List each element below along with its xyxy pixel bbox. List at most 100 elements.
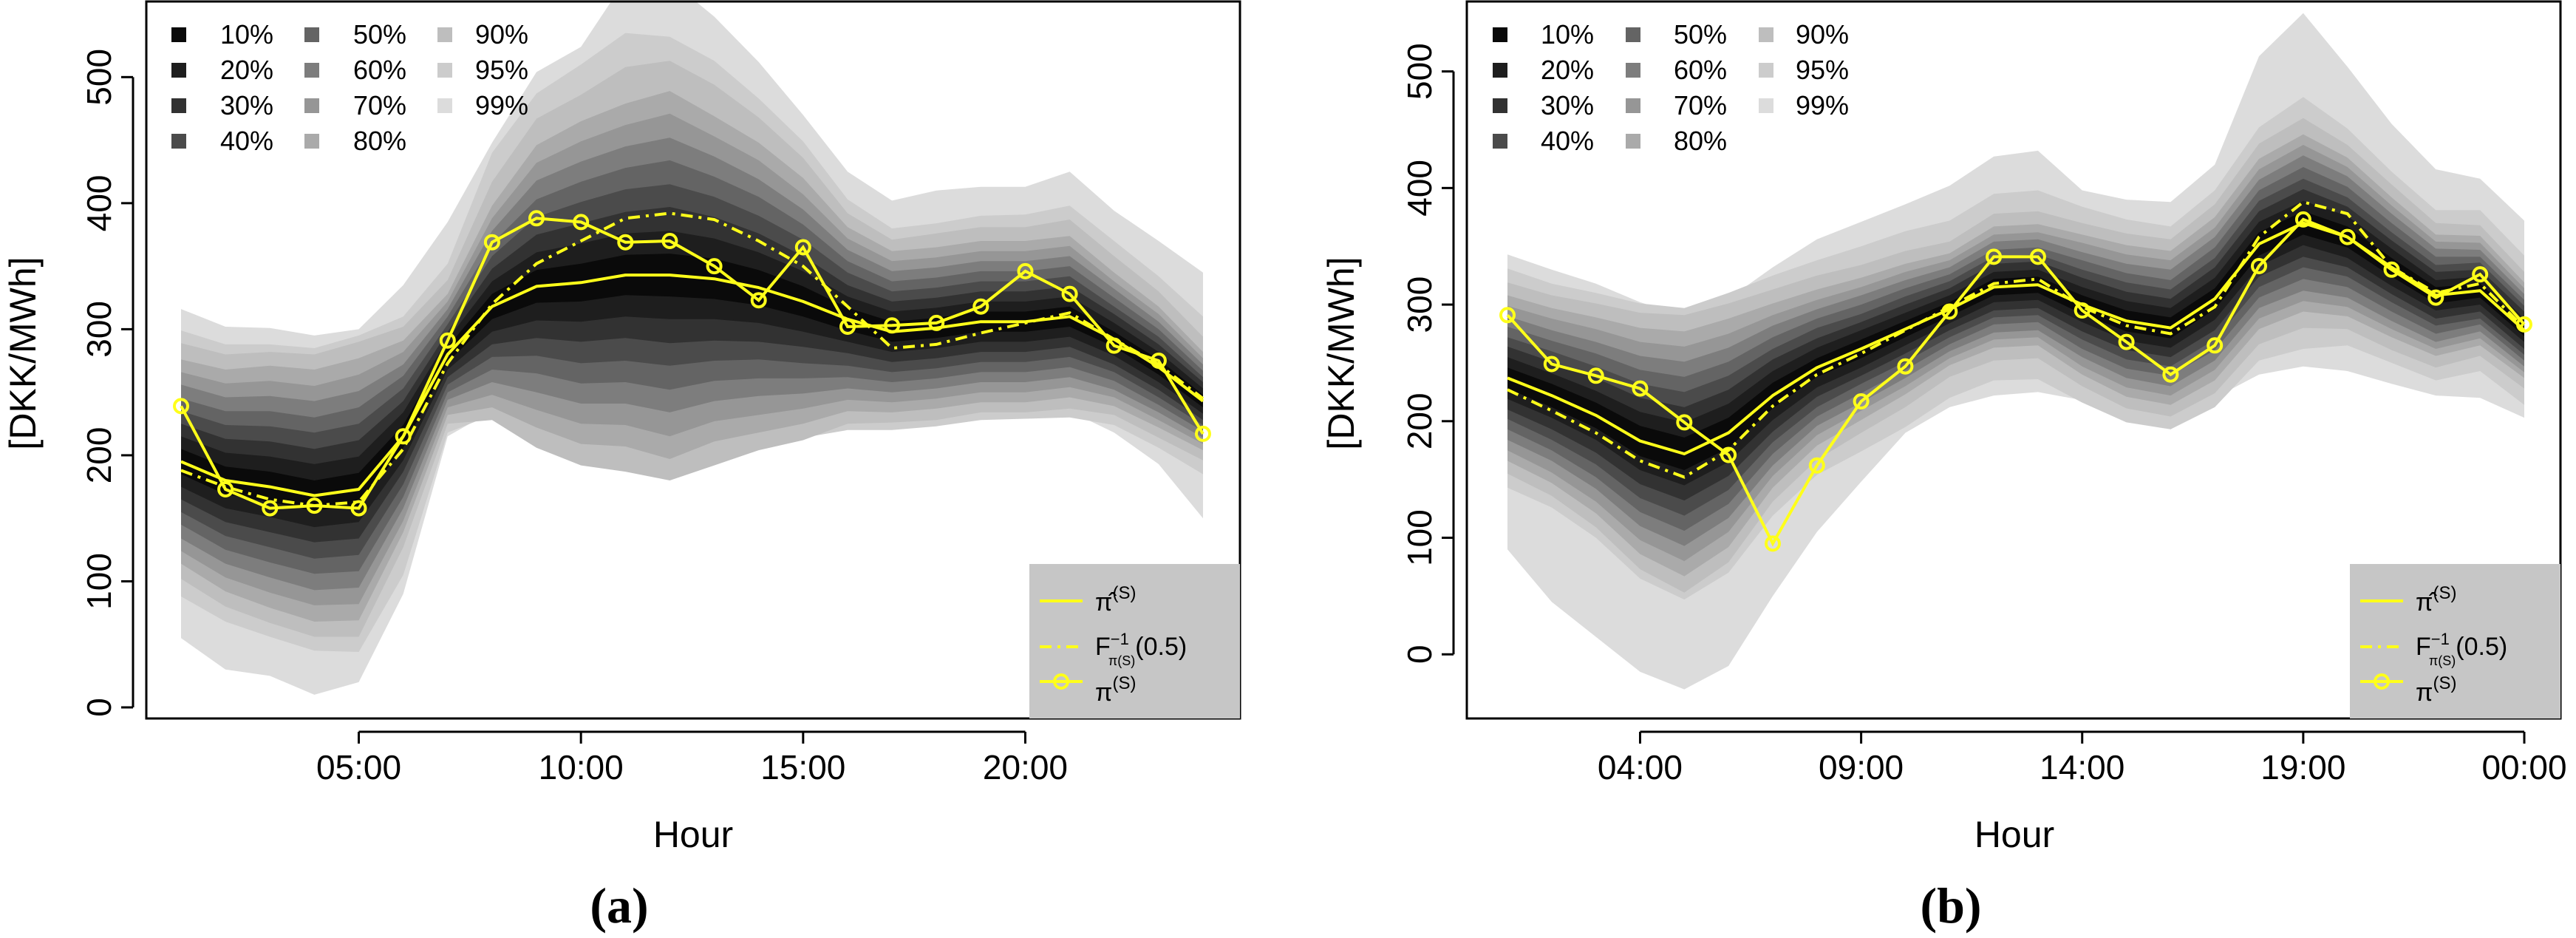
a-line-legend: π̂(S) F−1 π(S)(0.5) π(S) — [1029, 564, 1240, 718]
a-actual-point — [1195, 425, 1211, 442]
b-legend-label-99: 99% — [1796, 90, 1849, 120]
a-y-tick-label: 0 — [80, 698, 118, 717]
a-x-tick-label: 10:00 — [539, 748, 624, 786]
b-x-tick-label: 19:00 — [2260, 748, 2345, 786]
a-xlabel: Hour — [653, 814, 733, 855]
a-y-tick-label: 200 — [80, 427, 118, 484]
a-actual-point — [573, 214, 590, 231]
a-line-legend-box — [1029, 564, 1240, 718]
a-plot-frame — [145, 0, 1241, 720]
b-legend-swatch-30 — [1493, 98, 1507, 113]
b-actual-point — [2074, 302, 2091, 319]
a-legend-swatch-30 — [171, 98, 186, 113]
b-y-tick-label: 200 — [1400, 392, 1439, 449]
a-y-tick-label: 400 — [80, 174, 118, 231]
a-y-tick-label: 500 — [80, 49, 118, 106]
a-actual-point — [617, 234, 634, 251]
a-x-tick-label: 15:00 — [760, 748, 845, 786]
a-legend-label-50: 50% — [353, 19, 406, 50]
b-median-line — [1507, 200, 2526, 479]
a-actual-point — [839, 319, 856, 335]
b-legend-label-95: 95% — [1796, 55, 1849, 85]
b-legend-label-20: 20% — [1541, 55, 1594, 85]
a-actual-point — [1150, 353, 1167, 369]
b-actual-point — [2118, 333, 2135, 350]
a-actual-point — [1061, 285, 1078, 302]
b-legend-label-median: F−1 π(S)(0.5) — [2416, 630, 2507, 668]
b-y-tick-label: 400 — [1400, 160, 1439, 217]
a-legend-marker-actual — [1053, 673, 1069, 690]
a-legend-swatch-95 — [437, 63, 452, 78]
b-ylabel: [DKK/MWh] — [1321, 256, 1362, 449]
a-legend-label-10: 10% — [220, 19, 273, 50]
a-y-tick-label: 300 — [80, 301, 118, 358]
a-actual-point — [483, 234, 500, 251]
a-legend-label-70: 70% — [353, 90, 406, 120]
b-actual-point — [2472, 266, 2489, 283]
b-actual-point — [1941, 303, 1958, 320]
b-legend-swatch-90 — [1759, 27, 1773, 42]
a-actual-point — [1105, 337, 1122, 354]
a-actual-point — [439, 332, 456, 349]
b-actual-point — [2294, 211, 2311, 228]
b-actual-point — [2383, 261, 2400, 278]
b-legend-swatch-20 — [1493, 63, 1507, 78]
a-legend-swatch-20 — [171, 63, 186, 78]
b-actual-point — [1587, 367, 1604, 384]
a-actual-point — [750, 292, 767, 309]
b-legend-label-50: 50% — [1674, 19, 1727, 50]
b-line-legend: π̂(S) F−1 π(S)(0.5) π(S) — [2350, 564, 2560, 718]
b-legend-swatch-40 — [1493, 134, 1507, 149]
b-actual-point — [1986, 248, 2003, 265]
b-legend-label-90: 90% — [1796, 19, 1849, 50]
b-line-legend-box — [2350, 564, 2560, 718]
b-actual-point — [1853, 393, 1870, 409]
b-actual-point — [1808, 457, 1825, 474]
b-legend-label-actual: π(S) — [2416, 673, 2456, 707]
b-actual-point — [1676, 414, 1693, 431]
a-legend-label-90: 90% — [475, 19, 528, 50]
a-legend-swatch-80 — [304, 134, 319, 149]
b-actual-point — [1632, 380, 1649, 397]
a-x-tick-label: 05:00 — [316, 748, 401, 786]
b-actual-point — [2251, 258, 2267, 274]
b-y-tick-label: 100 — [1400, 509, 1439, 566]
b-quantile-bands — [1507, 13, 2524, 690]
b-legend-label-80: 80% — [1674, 126, 1727, 156]
b-actual-point — [2427, 289, 2444, 306]
a-panel-label: (a) — [590, 877, 648, 934]
a-y-tick-label: 100 — [80, 553, 118, 610]
b-legend-swatch-99 — [1759, 98, 1773, 113]
a-legend-label-80: 80% — [353, 126, 406, 156]
a-actual-point — [706, 258, 723, 275]
b-axes: 0 100 200 300 400 500 04:00 09:00 14:00 19:00 00:0… — [1400, 43, 2567, 786]
a-point-forecast-line — [180, 273, 1204, 497]
b-actual-point — [2207, 337, 2224, 354]
a-legend-label-60: 60% — [353, 55, 406, 85]
a-legend-swatch-10 — [171, 27, 186, 42]
b-legend-swatch-50 — [1626, 27, 1640, 42]
a-legend-swatch-40 — [171, 134, 186, 149]
b-actual-point — [1720, 446, 1737, 463]
a-legend-label-95: 95% — [475, 55, 528, 85]
b-legend-label-60: 60% — [1674, 55, 1727, 85]
a-legend-label-40: 40% — [220, 126, 273, 156]
b-legend-label-30: 30% — [1541, 90, 1594, 120]
b-xlabel: Hour — [1974, 814, 2054, 855]
b-legend-swatch-80 — [1626, 134, 1640, 149]
a-actual-point — [1017, 262, 1034, 279]
a-legend-label-20: 20% — [220, 55, 273, 85]
a-legend-label-point-forecast: π̂(S) — [1095, 583, 1136, 616]
panel-a: 0 100 200 300 400 500 05:00 10:00 15:00 20:00 10%… — [2, 0, 1241, 934]
a-legend-swatch-50 — [304, 27, 319, 42]
b-panel-label: (b) — [1920, 877, 1981, 934]
a-actual-point — [661, 233, 678, 249]
b-y-tick-label: 500 — [1400, 43, 1439, 100]
b-y-tick-label: 0 — [1400, 645, 1439, 664]
b-actual-point — [2339, 228, 2356, 245]
a-actual-point — [528, 210, 545, 227]
a-actual-point — [884, 317, 901, 334]
a-legend-label-actual: π(S) — [1095, 673, 1136, 707]
b-x-tick-label: 00:00 — [2481, 748, 2566, 786]
